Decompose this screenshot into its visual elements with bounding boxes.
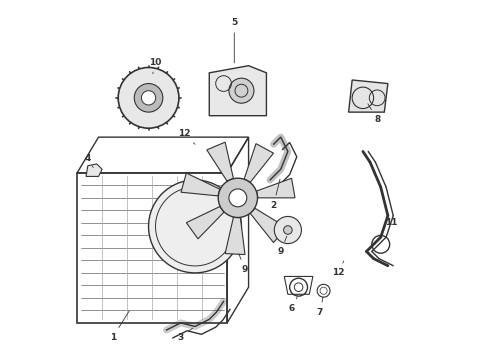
Text: 7: 7 xyxy=(317,297,323,317)
Polygon shape xyxy=(348,80,388,112)
Text: 12: 12 xyxy=(178,129,195,144)
Text: 1: 1 xyxy=(110,311,129,342)
Polygon shape xyxy=(250,208,287,243)
Text: 8: 8 xyxy=(368,104,380,124)
Text: 4: 4 xyxy=(85,154,93,167)
Polygon shape xyxy=(181,173,220,196)
Text: 11: 11 xyxy=(385,218,398,228)
Text: 5: 5 xyxy=(231,18,238,63)
Circle shape xyxy=(229,189,247,207)
Circle shape xyxy=(134,84,163,112)
Polygon shape xyxy=(225,217,245,255)
Text: 10: 10 xyxy=(149,58,162,74)
Circle shape xyxy=(218,178,258,217)
Text: 2: 2 xyxy=(270,179,280,210)
Circle shape xyxy=(148,180,242,273)
Polygon shape xyxy=(209,66,267,116)
Text: 9: 9 xyxy=(277,236,287,256)
Circle shape xyxy=(274,216,301,244)
Text: 9: 9 xyxy=(239,254,248,274)
Text: 6: 6 xyxy=(288,297,297,313)
Text: 3: 3 xyxy=(177,328,193,342)
Circle shape xyxy=(118,67,179,128)
Circle shape xyxy=(142,91,156,105)
Polygon shape xyxy=(207,142,233,181)
Polygon shape xyxy=(186,207,224,239)
Polygon shape xyxy=(244,144,273,182)
Circle shape xyxy=(229,78,254,103)
Polygon shape xyxy=(257,178,295,198)
Circle shape xyxy=(284,226,292,234)
Polygon shape xyxy=(86,164,102,176)
Text: 12: 12 xyxy=(332,261,344,277)
